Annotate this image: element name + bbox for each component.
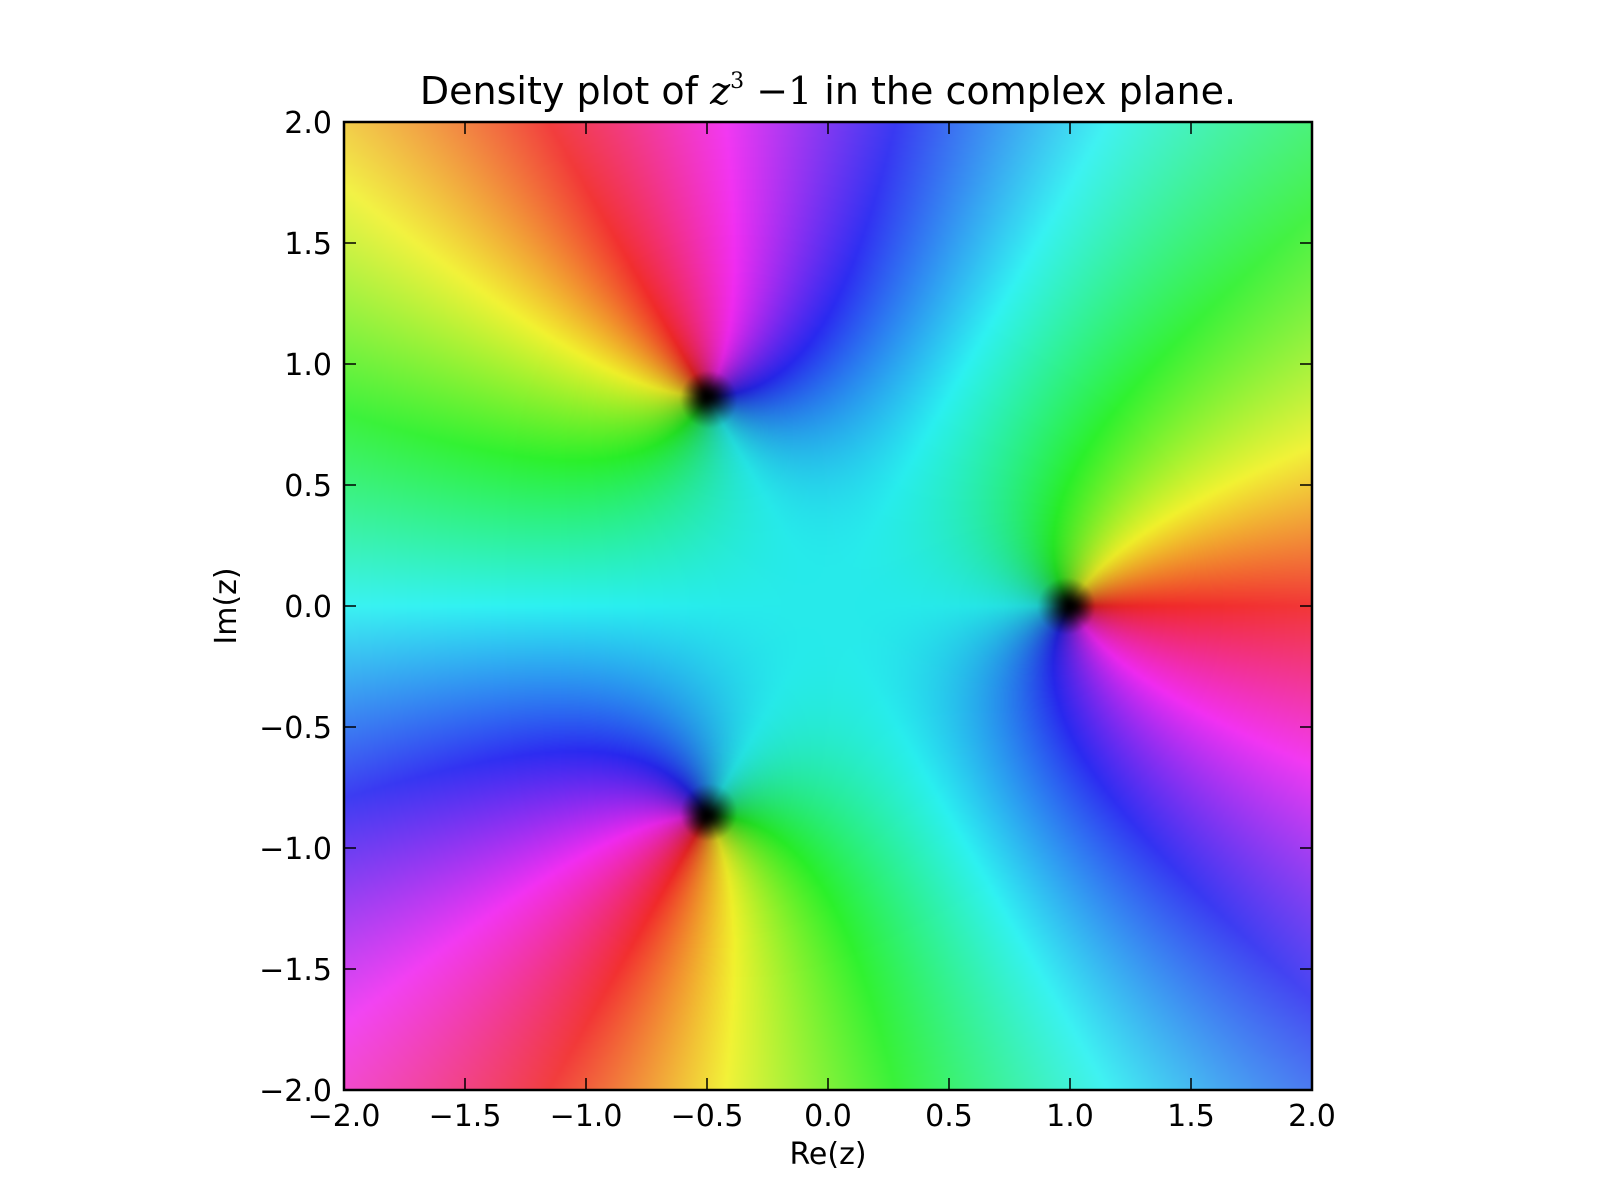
y-tick-label-3: −0.5 xyxy=(259,711,332,746)
title-math-var: z xyxy=(709,69,731,113)
x-tick-label-8: 2.0 xyxy=(1288,1099,1336,1134)
x-axis-label: Re(z) xyxy=(789,1137,866,1172)
x-tick-label-2: −1.0 xyxy=(550,1099,623,1134)
y-tick-label-0: −2.0 xyxy=(259,1074,332,1109)
x-tick-label-6: 1.0 xyxy=(1046,1099,1094,1134)
x-tick-label-5: 0.5 xyxy=(925,1099,973,1134)
title-math-exponent: 3 xyxy=(730,69,744,94)
x-tick-label-1: −1.5 xyxy=(429,1099,502,1134)
y-axis-label: Im(z) xyxy=(209,567,244,644)
title-math-rest: −1 xyxy=(744,69,812,113)
y-tick-label-4: 0.0 xyxy=(284,590,332,625)
svg-text:Density plot of z3 −1 in the c: Density plot of z3 −1 in the complex pla… xyxy=(420,69,1236,113)
y-tick-label-7: 1.5 xyxy=(284,227,332,262)
y-tick-labels: −2.0 −1.5 −1.0 −0.5 0.0 0.5 1.0 1.5 2.0 xyxy=(259,106,332,1109)
y-tick-label-6: 1.0 xyxy=(284,348,332,383)
y-tick-label-5: 0.5 xyxy=(284,469,332,504)
y-tick-label-1: −1.5 xyxy=(259,953,332,988)
y-tick-label-8: 2.0 xyxy=(284,106,332,141)
plot-frame xyxy=(342,120,1314,1092)
x-tick-label-3: −0.5 xyxy=(671,1099,744,1134)
y-tick-label-2: −1.0 xyxy=(259,832,332,867)
x-tick-label-4: 0.0 xyxy=(804,1099,852,1134)
title-prefix: Density plot of xyxy=(420,69,710,113)
x-tick-labels: −2.0 −1.5 −1.0 −0.5 0.0 0.5 1.0 1.5 2.0 xyxy=(308,1099,1336,1134)
title-suffix: in the complex plane. xyxy=(812,69,1236,113)
ticks xyxy=(343,121,1313,1091)
x-tick-label-7: 1.5 xyxy=(1167,1099,1215,1134)
density-plot-image xyxy=(344,122,1312,1090)
chart-title: Density plot of z3 −1 in the complex pla… xyxy=(420,69,1236,113)
x-tick-label-0: −2.0 xyxy=(308,1099,381,1134)
